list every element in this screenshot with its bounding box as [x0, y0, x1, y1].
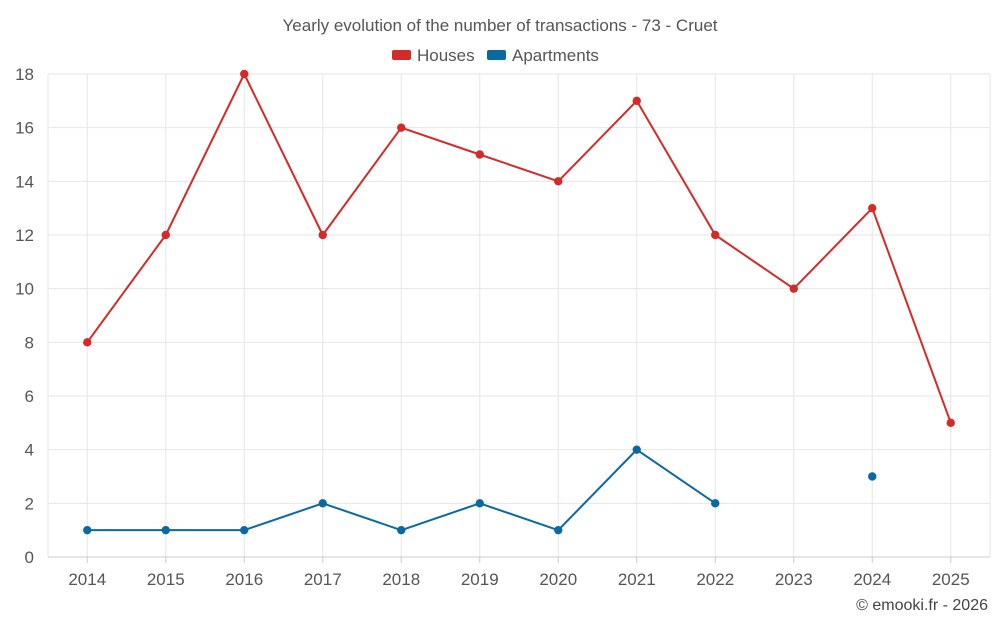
legend: Houses Apartments	[392, 46, 599, 65]
data-point-houses-2017	[318, 230, 327, 240]
x-tick-label: 2020	[539, 570, 577, 589]
data-point-apartments-2018	[397, 525, 406, 535]
data-point-houses-2024	[868, 203, 877, 213]
x-tick-label: 2022	[696, 570, 734, 589]
data-point-apartments-2020	[554, 525, 563, 535]
data-point-apartments-2015	[161, 525, 170, 535]
data-point-apartments-2024	[868, 472, 877, 481]
y-tick-label: 16	[15, 119, 34, 138]
legend-swatch-apartments	[487, 50, 506, 60]
data-point-houses-2018	[397, 123, 406, 132]
y-tick-label: 2	[25, 494, 34, 513]
x-tick-label: 2023	[775, 570, 813, 589]
x-tick-label: 2018	[382, 570, 420, 589]
data-point-apartments-2016	[240, 525, 249, 535]
y-tick-label: 4	[25, 441, 34, 460]
grid	[47, 73, 991, 557]
data-point-apartments-2014	[83, 525, 92, 535]
series-layer	[83, 69, 955, 535]
y-tick-label: 6	[25, 387, 34, 406]
data-point-apartments-2017	[318, 499, 327, 508]
y-tick-label: 10	[15, 280, 34, 299]
data-point-apartments-2022	[711, 499, 720, 508]
x-tick-label: 2019	[461, 570, 499, 589]
legend-swatch-houses	[392, 50, 411, 60]
y-tick-label: 0	[25, 548, 34, 567]
data-point-apartments-2019	[475, 499, 484, 508]
data-point-houses-2019	[475, 150, 484, 159]
chart-title: Yearly evolution of the number of transa…	[283, 16, 718, 35]
data-point-houses-2016	[240, 69, 249, 79]
x-tick-label: 2024	[853, 570, 891, 589]
series-line-houses	[86, 73, 952, 424]
y-tick-label: 14	[15, 172, 34, 191]
data-point-houses-2023	[789, 284, 798, 293]
x-tick-label: 2017	[304, 570, 342, 589]
y-tick-label: 8	[25, 333, 34, 352]
data-point-houses-2020	[554, 177, 563, 186]
axes: 0 2 4 6 8 10 12 14 16 18 2014 2015 2016 2017 2018 2019 2…	[15, 65, 990, 589]
legend-label-houses: Houses	[417, 46, 475, 65]
legend-label-apartments: Apartments	[512, 46, 599, 65]
x-tick-label: 2016	[225, 570, 263, 589]
x-tick-label: 2025	[932, 570, 970, 589]
data-point-houses-2021	[632, 96, 641, 106]
data-point-houses-2014	[83, 338, 92, 347]
y-tick-label: 18	[15, 65, 34, 84]
data-point-houses-2015	[161, 230, 170, 240]
data-point-houses-2025	[946, 418, 955, 428]
credit-text: © emooki.fr - 2026	[856, 597, 988, 614]
data-point-apartments-2021	[632, 445, 641, 454]
x-tick-label: 2014	[68, 570, 106, 589]
data-point-houses-2022	[711, 230, 720, 240]
y-tick-label: 12	[15, 226, 34, 245]
x-tick-label: 2021	[618, 570, 656, 589]
x-tick-label: 2015	[147, 570, 185, 589]
